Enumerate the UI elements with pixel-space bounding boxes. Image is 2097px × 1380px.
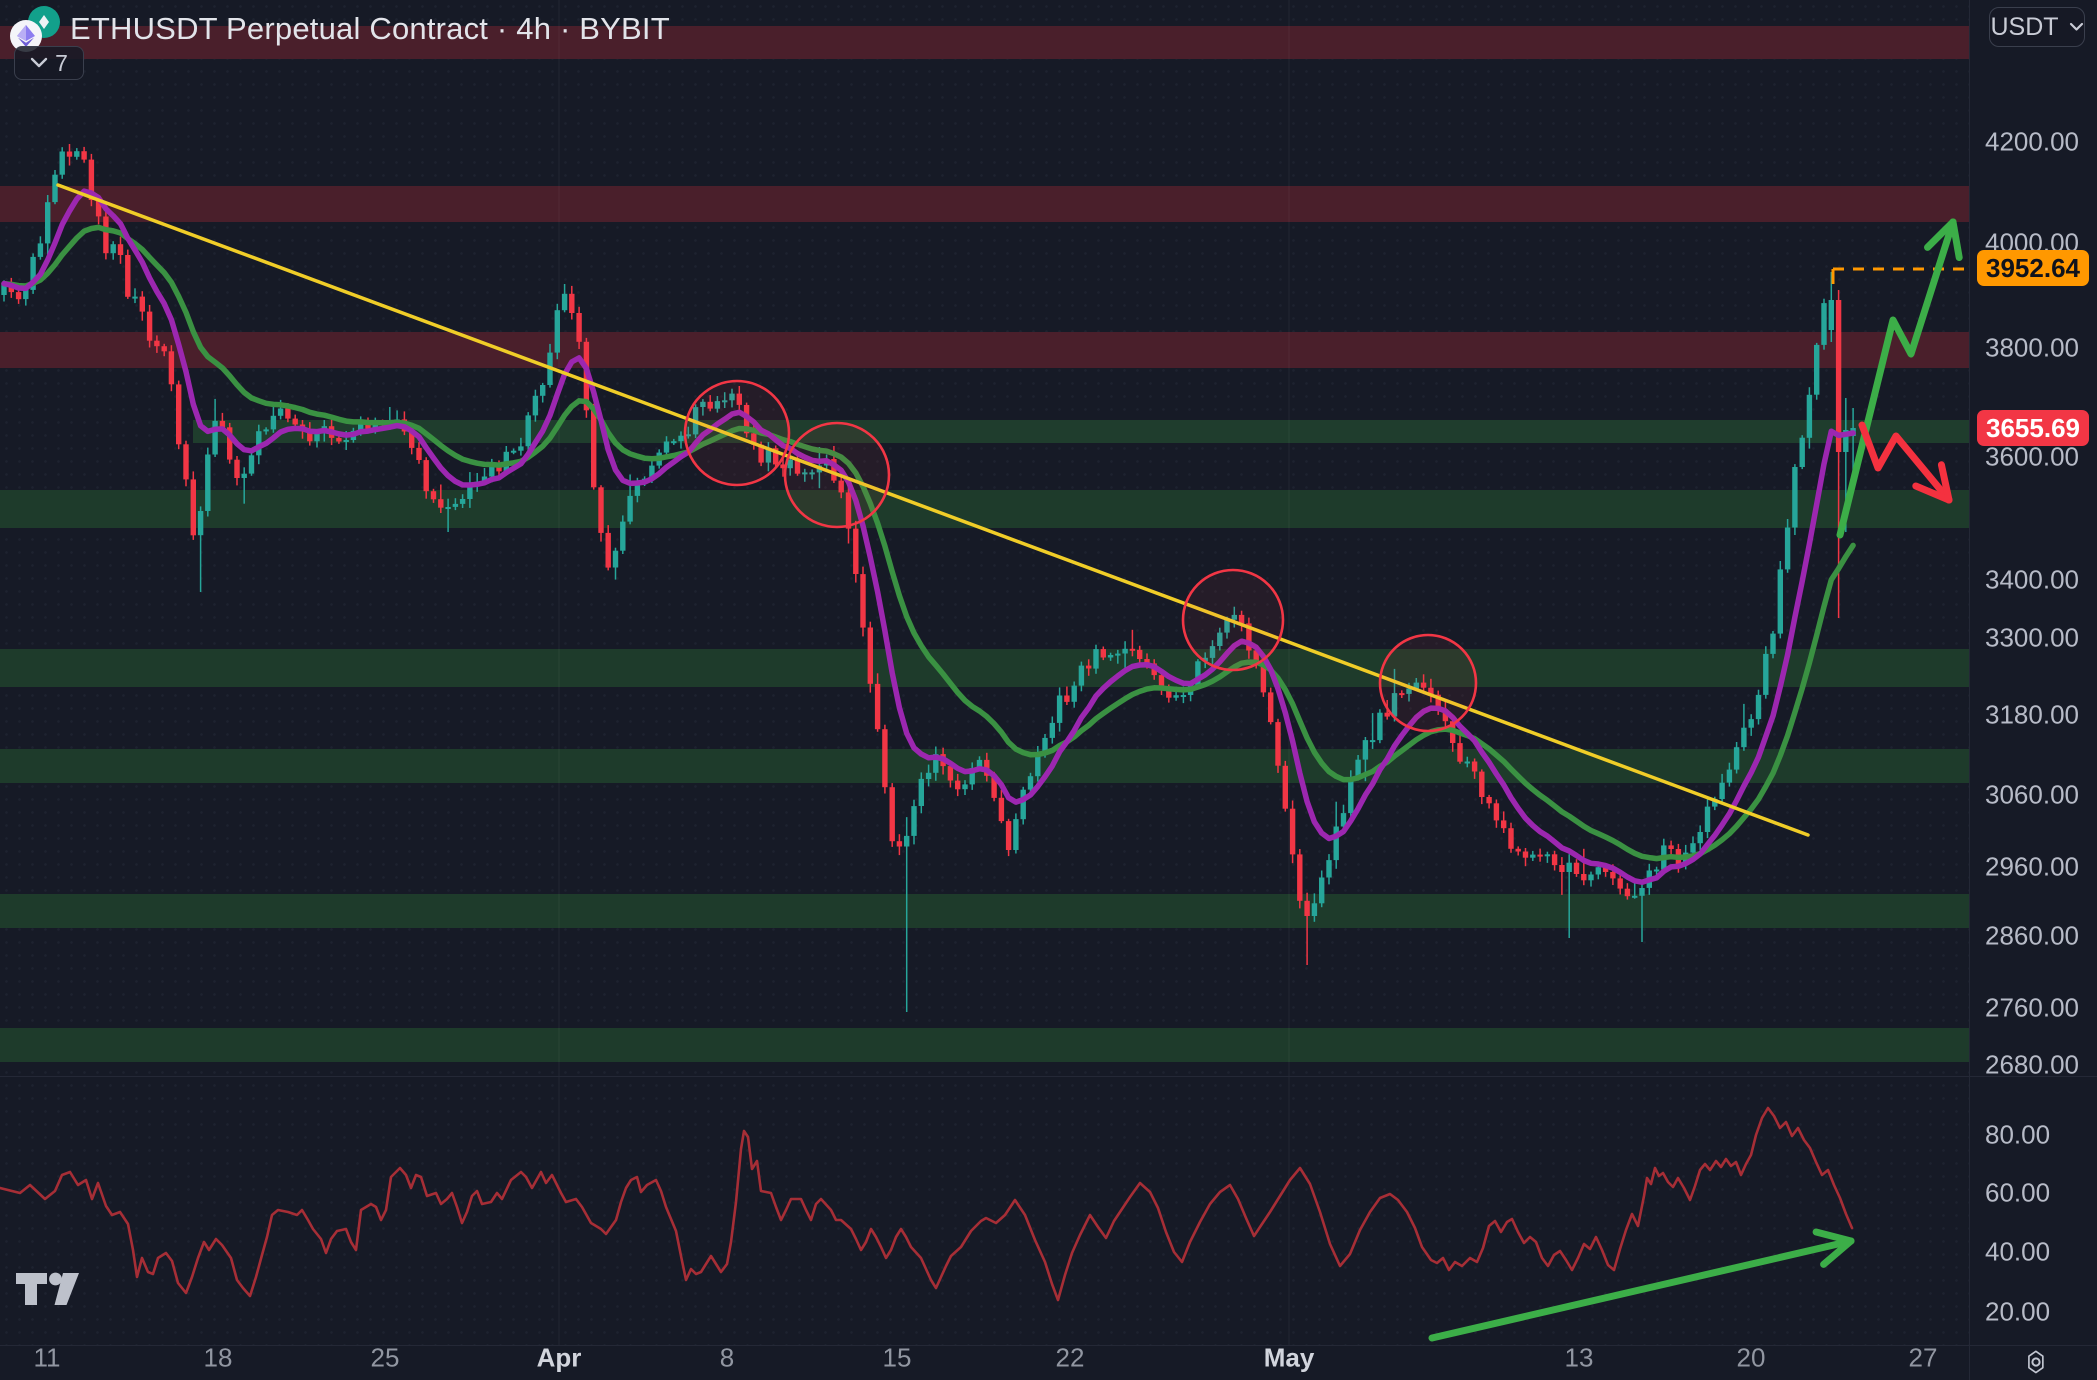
swing-high-price-tag[interactable]: 3952.64 — [1977, 250, 2089, 286]
time-axis-label: 13 — [1564, 1342, 1594, 1373]
price-axis-label: 60.00 — [1985, 1177, 2051, 1208]
bearish-scenario-arrow[interactable] — [1858, 421, 1953, 504]
ma-fast-line[interactable] — [1, 188, 1856, 885]
price-axis-label: 2960.00 — [1985, 851, 2079, 882]
currency-selector-label: USDT — [1990, 12, 2059, 41]
price-axis-label: 3600.00 — [1985, 441, 2079, 472]
price-axis-label: 3060.00 — [1985, 779, 2079, 810]
price-axis-label: 2680.00 — [1985, 1049, 2079, 1080]
price-axis-separator — [1969, 0, 1970, 1380]
demand-zone[interactable] — [0, 490, 1969, 528]
currency-selector-button[interactable]: USDT — [1989, 7, 2085, 47]
panel-separator[interactable] — [0, 1076, 2097, 1077]
demand-zone[interactable] — [0, 1028, 1969, 1062]
annotation-circle[interactable] — [1378, 633, 1478, 733]
symbol-titlebar: ETHUSDT Perpetual Contract · 4h · BYBIT — [10, 6, 670, 52]
time-axis-label: 27 — [1908, 1342, 1938, 1373]
oscillator-line[interactable] — [0, 1106, 1854, 1302]
time-axis-label: 8 — [719, 1342, 735, 1373]
time-axis-label: 18 — [203, 1342, 233, 1373]
time-axis-label: 15 — [882, 1342, 912, 1373]
price-axis-label: 3300.00 — [1985, 622, 2079, 653]
time-axis-label: May — [1263, 1342, 1315, 1373]
time-axis-label: 22 — [1055, 1342, 1085, 1373]
price-axis-label: 40.00 — [1985, 1236, 2051, 1267]
time-axis-label: 20 — [1736, 1342, 1766, 1373]
time-axis-label: 11 — [33, 1342, 61, 1373]
supply-zone[interactable] — [0, 332, 1969, 368]
indicators-collapse-button[interactable]: 7 — [14, 46, 84, 80]
price-axis-label: 20.00 — [1985, 1296, 2051, 1327]
gear-icon[interactable] — [2018, 1346, 2054, 1378]
price-axis-label: 2860.00 — [1985, 920, 2079, 951]
price-axis-label: 3800.00 — [1985, 332, 2079, 363]
price-axis-label: 3180.00 — [1985, 699, 2079, 730]
bullish-scenario-arrow[interactable] — [1428, 1237, 1855, 1342]
last-price-tag[interactable]: 3655.69 — [1977, 410, 2089, 446]
price-axis-label: 2760.00 — [1985, 992, 2079, 1023]
price-axis-label: 4200.00 — [1985, 126, 2079, 157]
hidden-indicators-count: 7 — [55, 49, 68, 76]
chevron-down-icon — [30, 57, 48, 68]
time-axis-label: Apr — [536, 1342, 582, 1373]
supply-zone[interactable] — [0, 26, 1969, 59]
supply-zone[interactable] — [0, 186, 1969, 222]
tradingview-logo[interactable] — [16, 1272, 80, 1311]
price-axis-label: 3400.00 — [1985, 564, 2079, 595]
time-axis-label: 25 — [370, 1342, 400, 1373]
demand-zone[interactable] — [193, 420, 1969, 443]
demand-zone[interactable] — [0, 649, 1969, 687]
chevron-down-icon — [2069, 22, 2083, 31]
annotation-circle[interactable] — [1181, 568, 1285, 672]
ma-slow-line[interactable] — [1, 224, 1856, 862]
price-axis-label: 80.00 — [1985, 1119, 2051, 1150]
time-axis-separator — [0, 1345, 2097, 1346]
page-title: ETHUSDT Perpetual Contract · 4h · BYBIT — [70, 11, 670, 46]
annotation-circle[interactable] — [783, 421, 891, 529]
demand-zone[interactable] — [0, 894, 1969, 928]
trendline[interactable] — [56, 183, 1810, 837]
annotation-circle[interactable] — [683, 379, 791, 487]
